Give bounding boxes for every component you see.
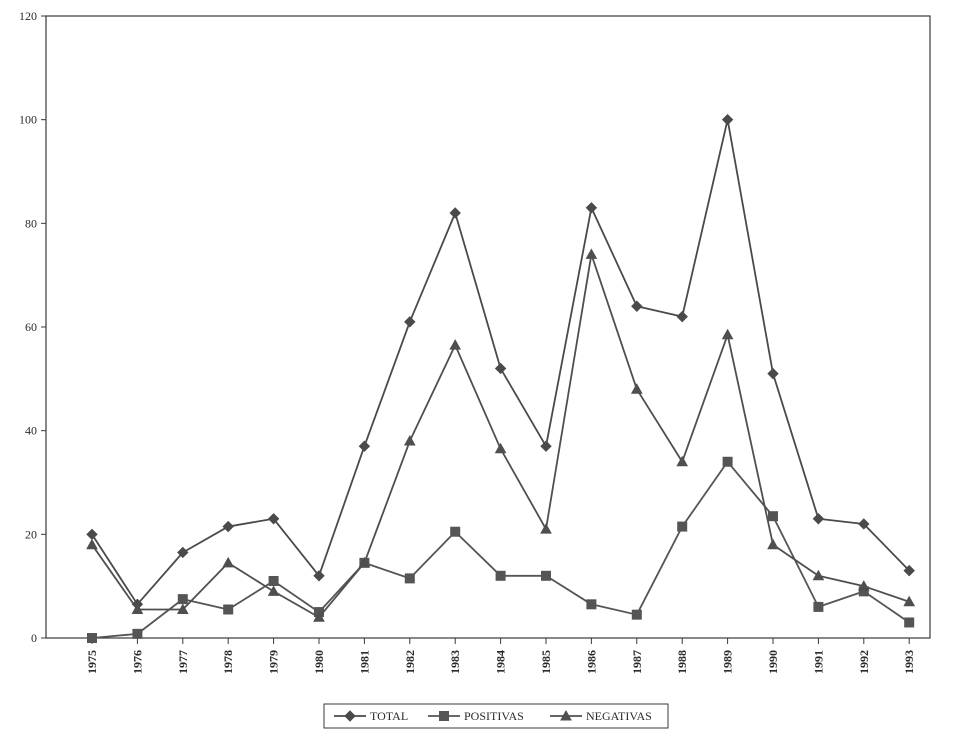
series-positivas xyxy=(87,456,915,643)
data-point-triangle xyxy=(812,569,825,581)
x-tick-label: 1987 xyxy=(630,650,644,674)
x-tick-label: 1989 xyxy=(721,650,735,674)
y-tick-label: 100 xyxy=(19,113,37,127)
data-point-square xyxy=(495,570,506,581)
data-point-square xyxy=(132,628,143,639)
data-point-diamond xyxy=(86,528,98,541)
data-point-diamond xyxy=(676,310,688,323)
data-point-triangle xyxy=(540,523,552,534)
series-total xyxy=(86,113,915,611)
data-point-triangle xyxy=(449,339,462,350)
data-point-triangle xyxy=(494,442,507,454)
data-point-diamond xyxy=(222,520,234,533)
data-point-triangle xyxy=(903,595,916,607)
series-line xyxy=(91,118,910,606)
y-tick-label: 0 xyxy=(31,631,37,645)
data-point-triangle xyxy=(403,435,416,446)
data-point-triangle xyxy=(721,328,734,340)
y-tick-label: 80 xyxy=(25,216,37,230)
data-point-square xyxy=(631,609,642,620)
x-tick-label: 1980 xyxy=(312,650,326,674)
data-point-square xyxy=(404,573,415,584)
x-tick-label: 1976 xyxy=(130,650,144,674)
data-point-square xyxy=(904,617,915,628)
data-point-triangle xyxy=(630,383,643,394)
data-point-triangle xyxy=(560,709,572,721)
data-point-diamond xyxy=(358,440,371,452)
data-point-square xyxy=(677,521,688,532)
x-tick-label: 1984 xyxy=(494,650,508,674)
legend-label: TOTAL xyxy=(370,709,408,723)
data-point-triangle xyxy=(176,603,189,614)
data-point-diamond xyxy=(404,316,416,328)
data-point-diamond xyxy=(540,440,552,452)
data-point-square xyxy=(541,570,551,581)
y-tick-label: 40 xyxy=(25,424,37,438)
x-tick-label: 1981 xyxy=(357,650,371,674)
data-point-triangle xyxy=(585,248,598,259)
legend: TOTAL POSITIVAS NEGATIVAS xyxy=(323,703,669,729)
x-tick-label: 1982 xyxy=(403,650,417,674)
data-point-square xyxy=(768,511,778,522)
x-tick-label: 1977 xyxy=(176,650,190,674)
series-line xyxy=(91,253,910,619)
data-point-diamond xyxy=(267,513,280,525)
data-point-diamond xyxy=(767,367,779,380)
legend-label: POSITIVAS xyxy=(464,709,524,723)
data-point-diamond xyxy=(585,202,598,214)
data-point-diamond xyxy=(858,518,870,530)
data-point-diamond xyxy=(313,570,325,582)
data-point-square xyxy=(586,599,597,610)
data-point-triangle xyxy=(358,556,371,568)
data-point-diamond xyxy=(631,300,643,312)
data-point-square xyxy=(450,526,461,537)
data-point-square xyxy=(439,711,449,721)
data-point-square xyxy=(223,604,234,615)
y-tick-label: 60 xyxy=(25,320,37,334)
data-point-square xyxy=(722,456,733,467)
series-negativas xyxy=(86,248,916,622)
data-point-diamond xyxy=(449,207,461,219)
data-point-square xyxy=(268,575,279,586)
x-tick-label: 1975 xyxy=(85,650,99,674)
data-point-triangle xyxy=(86,538,98,550)
data-point-diamond xyxy=(721,113,734,126)
data-point-square xyxy=(87,633,97,643)
x-tick-label: 1991 xyxy=(811,650,825,674)
data-point-diamond xyxy=(344,710,356,722)
legend-label: NEGATIVAS xyxy=(586,709,652,723)
data-point-diamond xyxy=(903,564,915,577)
data-point-triangle xyxy=(313,611,325,622)
x-tick-label: 1983 xyxy=(448,650,462,674)
data-point-square xyxy=(177,594,188,605)
data-point-triangle xyxy=(267,585,280,596)
x-tick-label: 1979 xyxy=(267,650,281,674)
x-tick-label: 1988 xyxy=(675,650,689,674)
y-tick-label: 120 xyxy=(19,9,37,23)
x-tick-label: 1992 xyxy=(857,650,871,674)
data-point-diamond xyxy=(177,546,189,559)
y-tick-label: 20 xyxy=(25,527,37,541)
data-point-triangle xyxy=(676,455,689,467)
axes: 0 20 40 60 80 100 120 1975 1976 1977 1978 1979 1980 1… xyxy=(19,9,931,674)
x-tick-label: 1978 xyxy=(221,650,235,674)
x-tick-label: 1990 xyxy=(766,650,780,674)
data-point-diamond xyxy=(494,362,507,375)
x-tick-label: 1985 xyxy=(539,650,553,674)
data-point-square xyxy=(813,601,824,612)
legend-box xyxy=(323,703,669,729)
series-lines xyxy=(86,113,916,643)
data-point-triangle xyxy=(222,556,235,568)
series-line xyxy=(91,460,910,639)
data-point-triangle xyxy=(767,538,779,550)
data-point-triangle xyxy=(857,580,870,591)
x-tick-label: 1993 xyxy=(902,650,916,674)
data-point-diamond xyxy=(812,513,825,525)
x-tick-label: 1986 xyxy=(584,650,598,674)
data-point-triangle xyxy=(131,603,144,614)
